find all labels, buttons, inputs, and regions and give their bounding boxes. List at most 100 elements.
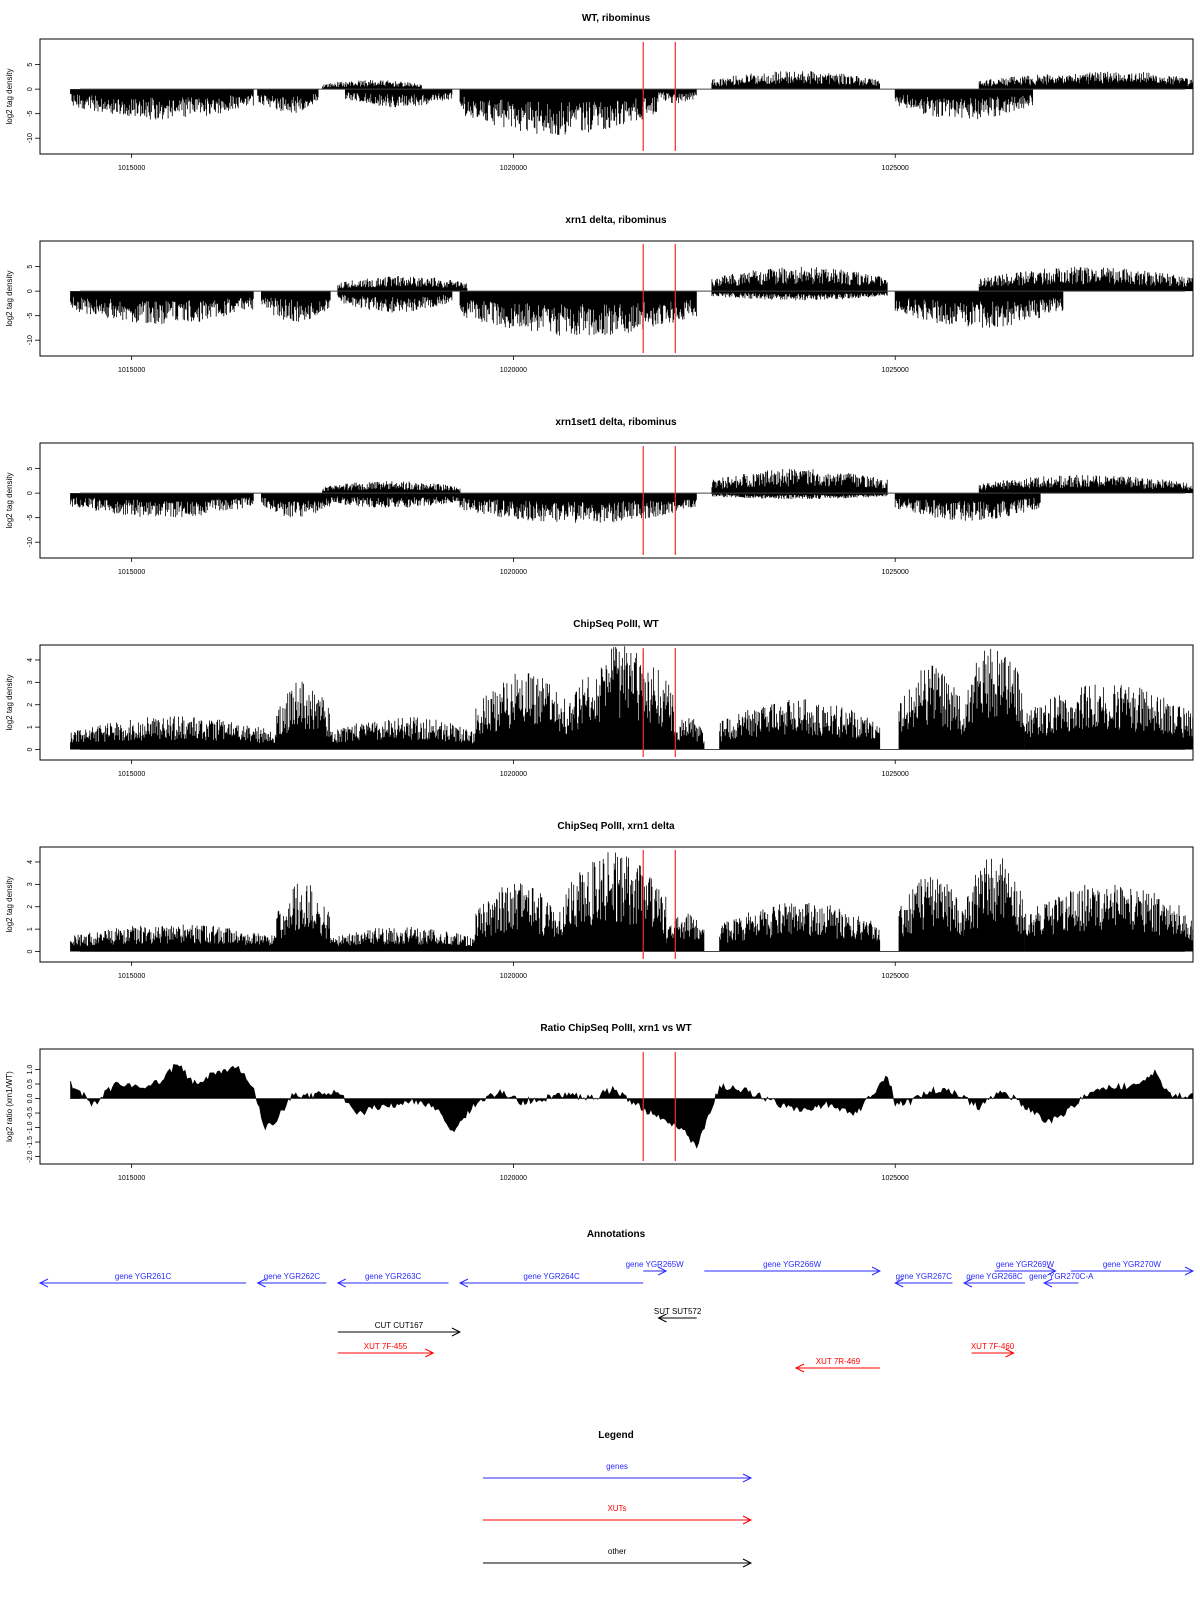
annotation-track: Annotations gene YGR261C gene YGR262C gene…	[38, 1229, 1195, 1373]
arrowhead-icon	[742, 1473, 753, 1483]
annotation-label: gene YGR265W	[626, 1260, 685, 1269]
signal-segment	[459, 291, 697, 336]
signal-segment	[70, 924, 278, 952]
annotation-label: gene YGR267C	[896, 1272, 953, 1281]
signal-segment	[894, 89, 1033, 120]
signal-segment	[276, 681, 330, 750]
plot-frame	[39, 38, 1194, 155]
annotation-gene: gene YGR270W	[1070, 1260, 1195, 1276]
y-tick-label: 3	[27, 680, 34, 684]
x-tick-label: 1025000	[882, 1175, 909, 1182]
signal-segment	[719, 903, 881, 952]
annotation-label: gene YGR270C-A	[1029, 1272, 1094, 1281]
annotation-label: gene YGR270W	[1103, 1260, 1162, 1269]
arrowhead-icon	[458, 1278, 469, 1288]
x-tick-label: 1020000	[500, 367, 527, 374]
signal-segment	[894, 291, 1064, 328]
annotation-other: SUT SUT572	[654, 1307, 702, 1323]
y-tick-label: 1	[27, 927, 34, 931]
x-tick-label: 1020000	[500, 165, 527, 172]
signal-segment	[70, 291, 254, 325]
x-tick-label: 1025000	[882, 367, 909, 374]
y-tick-label: -5	[27, 110, 34, 116]
arrowhead-icon	[256, 1278, 266, 1288]
annotation-label: gene YGR269W	[996, 1260, 1055, 1269]
signal-segment	[337, 276, 468, 292]
signal-segment	[711, 71, 880, 90]
legend-title: Legend	[598, 1430, 634, 1441]
panel-chip_wt: ChipSeq PolII, WT log2 tag density 0 1 2 3 4 10…	[5, 619, 1194, 778]
arrowhead-icon	[38, 1278, 49, 1288]
annotation-xut: XUT 7F-455	[337, 1342, 435, 1358]
x-tick-label: 1025000	[882, 973, 909, 980]
arrowhead-icon	[962, 1278, 973, 1288]
y-tick-label: 5	[27, 63, 34, 67]
series-chip_xrn1-0	[70, 852, 1194, 952]
x-tick-label: 1025000	[882, 771, 909, 778]
annotation-gene: gene YGR266W	[704, 1260, 882, 1276]
signal-segment	[711, 266, 888, 292]
arrowhead-icon	[742, 1558, 753, 1568]
annotation-features: gene YGR261C gene YGR262C gene YGR263C gene…	[38, 1260, 1195, 1373]
arrowhead-icon	[1047, 1266, 1057, 1276]
legend-entries: genes XUTs other	[483, 1462, 753, 1568]
annotation-xut: XUT 7F-460	[971, 1342, 1015, 1358]
x-tick-label: 1020000	[500, 569, 527, 576]
signal-segment	[329, 717, 476, 750]
y-axis-label: log2 ratio (xrn1/WT)	[5, 1071, 14, 1142]
signal-segment	[459, 493, 697, 523]
annotation-gene: gene YGR268C	[962, 1272, 1026, 1288]
signal-segment	[345, 89, 453, 108]
y-tick-label: 1	[27, 725, 34, 729]
annotation-gene: gene YGR261C	[38, 1272, 247, 1288]
arrowhead-icon	[871, 1266, 882, 1276]
arrowhead-icon	[894, 1278, 904, 1288]
ratio-area	[70, 1064, 1194, 1149]
panel-title: ChipSeq PolII, WT	[573, 619, 659, 630]
y-tick-label: 3	[27, 882, 34, 886]
annotations-title: Annotations	[587, 1229, 646, 1240]
signal-segment	[894, 493, 1041, 521]
series-wt-0	[70, 71, 1194, 135]
signal-segment	[261, 493, 331, 518]
annotation-label: XUT 7F-460	[971, 1342, 1015, 1351]
signal-segment	[665, 913, 705, 952]
x-tick-label: 1015000	[118, 1175, 145, 1182]
y-tick-label: -0.5	[27, 1107, 34, 1119]
series-chip_wt-0	[70, 646, 1194, 750]
x-tick-label: 1015000	[118, 973, 145, 980]
annotation-label: gene YGR262C	[264, 1272, 321, 1281]
annotation-gene: gene YGR262C	[256, 1272, 327, 1288]
annotation-label: XUT 7R-469	[816, 1357, 861, 1366]
arrowhead-icon	[425, 1348, 435, 1358]
signal-segment	[329, 927, 476, 952]
signal-segment	[978, 474, 1194, 494]
arrowhead-icon	[1042, 1278, 1053, 1288]
x-tick-label: 1015000	[118, 771, 145, 778]
signal-segment	[322, 481, 461, 494]
legend-label: genes	[606, 1462, 628, 1471]
panel-xrn1set1: xrn1set1 delta, ribominus log2 tag densit…	[5, 417, 1194, 576]
signal-segment	[898, 665, 964, 750]
x-tick-label: 1020000	[500, 1175, 527, 1182]
signal-segment	[276, 883, 330, 952]
annotation-gene: gene YGR264C	[458, 1272, 644, 1288]
signal-segment	[70, 493, 254, 518]
signal-segment	[337, 291, 453, 313]
signal-segment	[322, 80, 422, 90]
y-tick-label: -2.0	[27, 1150, 34, 1162]
y-axis-label: log2 tag density	[5, 270, 14, 326]
y-tick-label: 4	[27, 860, 34, 864]
plot-frame	[39, 1048, 1194, 1165]
y-tick-label: 0	[27, 87, 34, 91]
legend-label: other	[608, 1547, 627, 1556]
signal-segment	[658, 89, 697, 103]
signal-segment	[963, 858, 1025, 952]
signal-segment	[1047, 71, 1194, 90]
annotation-label: gene YGR261C	[115, 1272, 172, 1281]
signal-segment	[963, 648, 1025, 750]
y-tick-label: 4	[27, 658, 34, 662]
legend-label: XUTs	[607, 1504, 626, 1513]
annotation-label: SUT SUT572	[654, 1307, 702, 1316]
arrowhead-icon	[742, 1515, 753, 1525]
